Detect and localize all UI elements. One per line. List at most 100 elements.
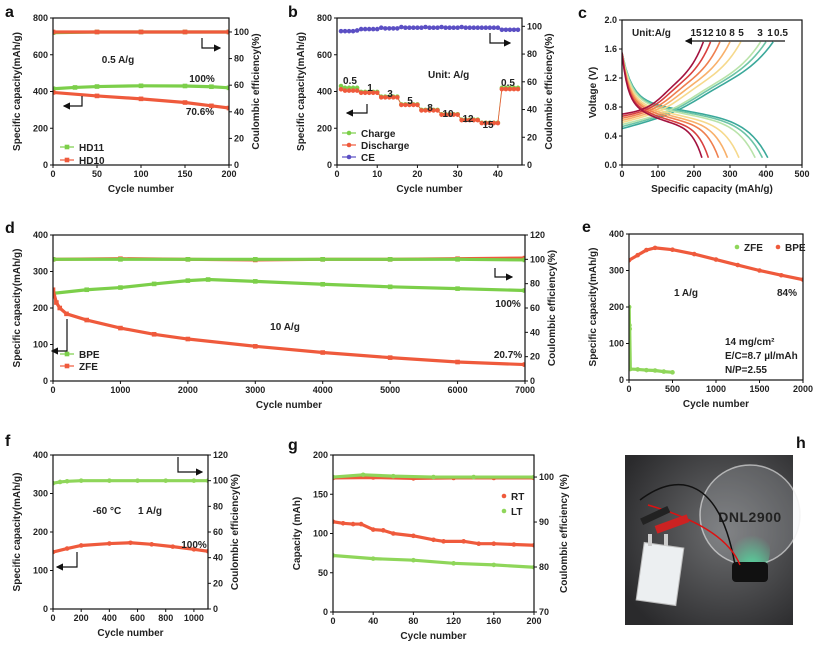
y2-tick-label: 40 [213, 553, 223, 563]
charge-curve [622, 41, 762, 126]
x-axis: 0 100 200 300 400 500 [619, 165, 810, 179]
y-tick-label: 0.4 [604, 131, 617, 141]
data-point [107, 478, 112, 483]
panel-b: b0 10 20 30 400200400600800020406080100Cycle… [288, 4, 555, 195]
x-tick-label: 200 [221, 169, 236, 179]
data-point [53, 86, 56, 92]
y-tick-label: 2.0 [604, 15, 617, 25]
data-point [455, 25, 460, 31]
annotation: 100% [181, 540, 207, 551]
panel-label: g [288, 437, 298, 454]
x-tick-label: 100 [650, 169, 665, 179]
data-point [362, 26, 368, 32]
data-point [403, 102, 408, 108]
data-point [515, 86, 521, 92]
annotation: 1 [367, 83, 373, 94]
data-point [503, 86, 509, 92]
x-tick-label: 40 [493, 169, 503, 179]
y2-tick-label: 80 [530, 279, 540, 289]
legend-marker [64, 351, 70, 357]
charge-curve [622, 41, 742, 124]
x-axis-title: Specific capacity (mAh/g) [651, 184, 773, 195]
annotation: 0.5 [501, 78, 515, 89]
y-axis-title: Capacity (mAh) [292, 497, 303, 570]
y-tick-label: 600 [33, 50, 48, 60]
y-tick-label: 0 [43, 160, 48, 170]
data-point [511, 86, 517, 92]
plot-area [338, 24, 521, 126]
y-axis: 0 100 200 300 400 [33, 230, 53, 386]
data-point [209, 103, 214, 109]
charge-curve [622, 41, 731, 122]
data-point [354, 88, 360, 93]
data-point [487, 25, 493, 31]
annotation: Unit: A/g [428, 70, 469, 81]
y2-tick-label: 60 [213, 527, 223, 537]
data-point [423, 108, 428, 113]
y-tick-label: 0.8 [604, 102, 617, 112]
x-tick-label: 2000 [793, 384, 813, 394]
series-line [629, 246, 803, 282]
data-point [491, 541, 497, 547]
plot-area [53, 255, 525, 367]
data-point [511, 542, 517, 547]
legend-label: CE [361, 153, 375, 164]
x-axis-title: Cycle number [683, 399, 749, 410]
legend-item: BPE [60, 350, 100, 361]
x-tick-label: 300 [722, 169, 737, 179]
data-point [479, 120, 485, 126]
data-point [439, 24, 444, 30]
x-tick-label: 1000 [110, 385, 130, 395]
data-point [661, 369, 667, 374]
y2-tick-label: 40 [527, 105, 537, 115]
data-point [411, 533, 416, 539]
data-point [386, 26, 392, 31]
y-tick-label: 800 [33, 13, 48, 23]
y2-tick-label: 0 [527, 160, 532, 170]
plot-frame [621, 19, 803, 166]
data-point [757, 268, 762, 273]
y-axis: 0 50 100 150 200 [313, 450, 333, 617]
discharge-curve [622, 52, 710, 159]
panel-c: c 0 100 200 300 400 500 0.0 0.4 0.8 1.2 1.6 2.0 Speci… [578, 5, 810, 195]
data-point [378, 95, 384, 100]
data-point [191, 478, 197, 483]
y2-tick-label: 40 [234, 107, 244, 117]
data-point [629, 304, 632, 310]
legend-item: Charge [342, 129, 396, 140]
y-tick-label: 400 [33, 450, 48, 460]
y-axis-title: Specific capacity(mAh/g) [12, 32, 23, 151]
legend-item: HD11 [60, 143, 104, 154]
legend-label: HD11 [79, 143, 104, 154]
y-tick-label: 0 [327, 160, 332, 170]
data-point [395, 95, 400, 100]
series-line [53, 277, 525, 295]
y-tick-label: 400 [33, 87, 48, 97]
data-point [522, 288, 525, 293]
data-point [423, 24, 428, 30]
y-axis: 0 100 200 300 400 [33, 450, 53, 614]
legend-marker [64, 363, 70, 369]
data-point [350, 521, 356, 527]
data-point [499, 27, 505, 33]
series-line [53, 257, 525, 262]
x-tick-label: 0 [50, 613, 55, 623]
y2-tick-label: 100 [530, 254, 545, 264]
x-tick-label: 400 [102, 613, 117, 623]
legend-item: Discharge [342, 141, 410, 152]
data-point [378, 25, 384, 31]
data-point [182, 83, 188, 89]
data-point [346, 88, 352, 93]
data-point [78, 543, 84, 548]
plot-area [53, 29, 229, 111]
axis-indicator-arrow-icon [55, 552, 78, 571]
data-point [370, 556, 376, 561]
data-point [451, 25, 456, 31]
legend-label: ZFE [79, 362, 98, 373]
y-tick-label: 600 [317, 50, 332, 60]
data-point [358, 521, 364, 527]
rate-label: 8 [729, 28, 735, 39]
x-tick-label: 160 [486, 616, 501, 626]
legend-marker [734, 244, 740, 250]
data-point [151, 331, 157, 337]
